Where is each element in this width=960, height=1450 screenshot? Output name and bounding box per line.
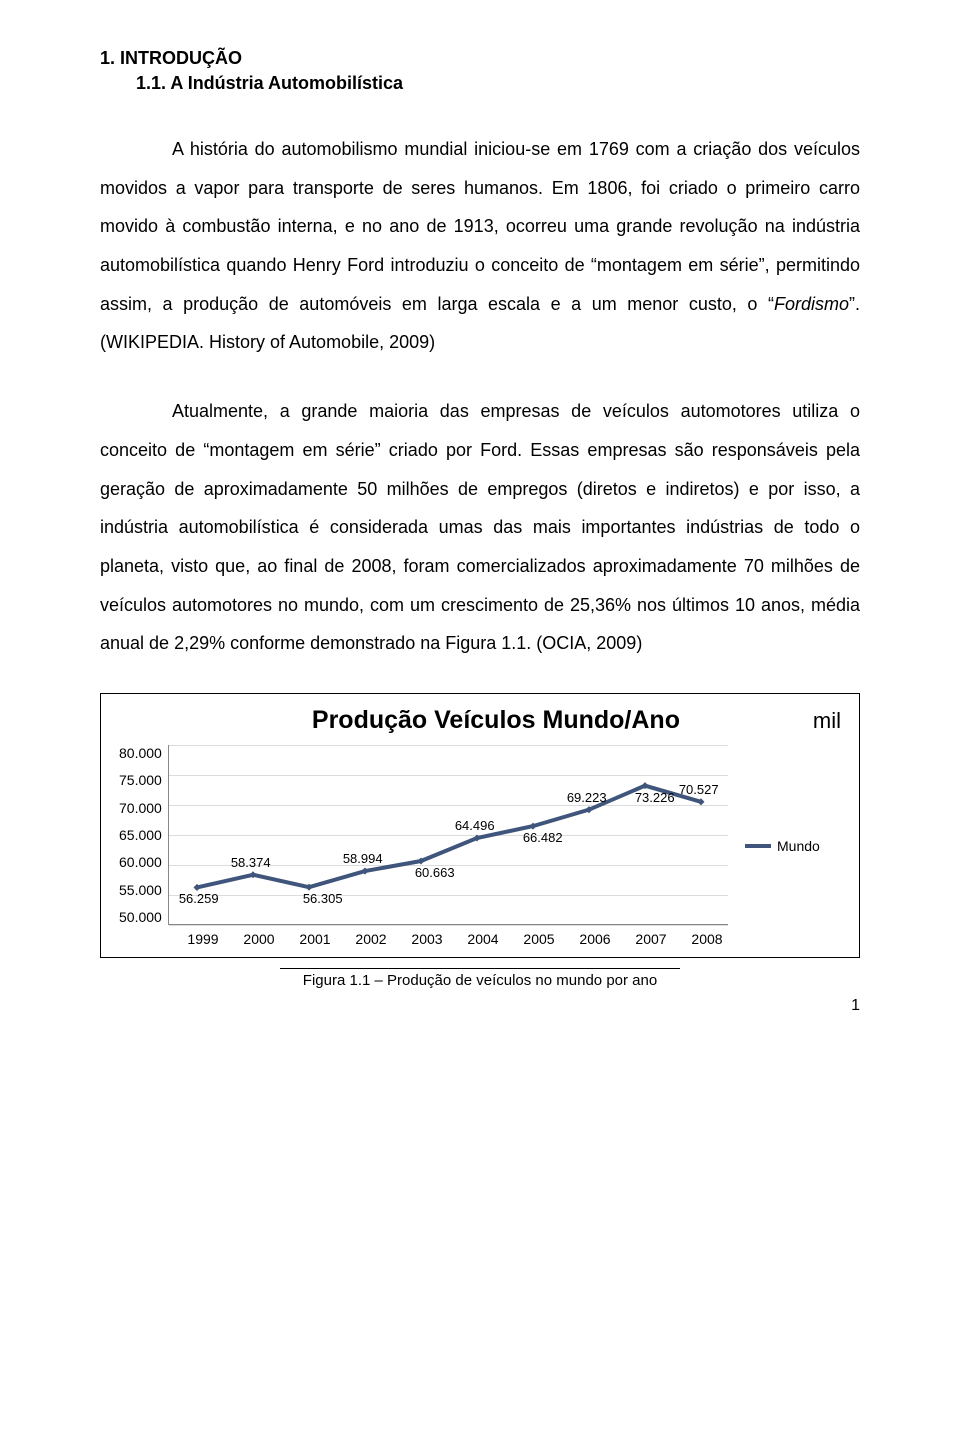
- x-tick-label: 2008: [679, 931, 735, 947]
- data-label: 60.663: [415, 865, 455, 880]
- chart-unit: mil: [813, 708, 841, 734]
- data-label: 73.226: [635, 790, 675, 805]
- x-tick-label: 2004: [455, 931, 511, 947]
- data-label: 58.994: [343, 851, 383, 866]
- data-label: 70.527: [679, 782, 719, 797]
- x-tick-label: 2006: [567, 931, 623, 947]
- data-label: 64.496: [455, 818, 495, 833]
- data-label: 66.482: [523, 830, 563, 845]
- x-tick-label: 2000: [231, 931, 287, 947]
- y-tick-label: 70.000: [119, 800, 162, 816]
- data-label: 56.305: [303, 891, 343, 906]
- x-tick-label: 2007: [623, 931, 679, 947]
- y-tick-label: 65.000: [119, 827, 162, 843]
- x-tick-label: 1999: [175, 931, 231, 947]
- figure-caption: Figura 1.1 – Produção de veículos no mun…: [280, 968, 680, 989]
- subsection-heading: 1.1. A Indústria Automobilística: [136, 73, 860, 94]
- x-tick-label: 2002: [343, 931, 399, 947]
- x-tick-label: 2005: [511, 931, 567, 947]
- y-tick-label: 50.000: [119, 909, 162, 925]
- chart-y-axis: 80.000 75.000 70.000 65.000 60.000 55.000 50.0…: [119, 745, 168, 925]
- chart-container: Produção Veículos Mundo/Ano mil 80.000 75…: [100, 693, 860, 958]
- data-label: 69.223: [567, 790, 607, 805]
- page-number: 1: [100, 997, 860, 1015]
- chart-title: Produção Veículos Mundo/Ano: [119, 706, 813, 735]
- chart-line: [169, 745, 729, 925]
- y-tick-label: 80.000: [119, 745, 162, 761]
- paragraph-1-italic: Fordismo: [774, 294, 849, 314]
- chart-plot-area: 56.259 58.374 56.305 58.994 60.663 64.496 66.4…: [168, 745, 728, 925]
- section-heading: 1. INTRODUÇÃO: [100, 48, 860, 69]
- x-tick-label: 2001: [287, 931, 343, 947]
- chart-legend: Mundo: [735, 745, 820, 947]
- legend-label: Mundo: [777, 838, 820, 854]
- legend-swatch: [745, 844, 771, 848]
- data-label: 58.374: [231, 855, 271, 870]
- y-tick-label: 60.000: [119, 854, 162, 870]
- grid-line: [169, 925, 728, 926]
- data-label: 56.259: [179, 891, 219, 906]
- paragraph-1: A história do automobilismo mundial inic…: [100, 130, 860, 362]
- chart-x-axis: 1999200020012002200320042005200620072008: [175, 931, 735, 947]
- paragraph-2: Atualmente, a grande maioria das empresa…: [100, 392, 860, 663]
- paragraph-1-text-a: A história do automobilismo mundial inic…: [100, 139, 860, 314]
- y-tick-label: 75.000: [119, 772, 162, 788]
- y-tick-label: 55.000: [119, 882, 162, 898]
- x-tick-label: 2003: [399, 931, 455, 947]
